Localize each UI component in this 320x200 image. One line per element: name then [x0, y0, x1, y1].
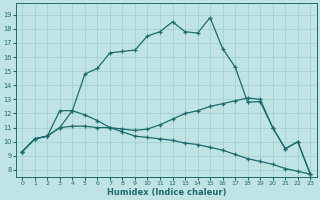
X-axis label: Humidex (Indice chaleur): Humidex (Indice chaleur): [107, 188, 226, 197]
